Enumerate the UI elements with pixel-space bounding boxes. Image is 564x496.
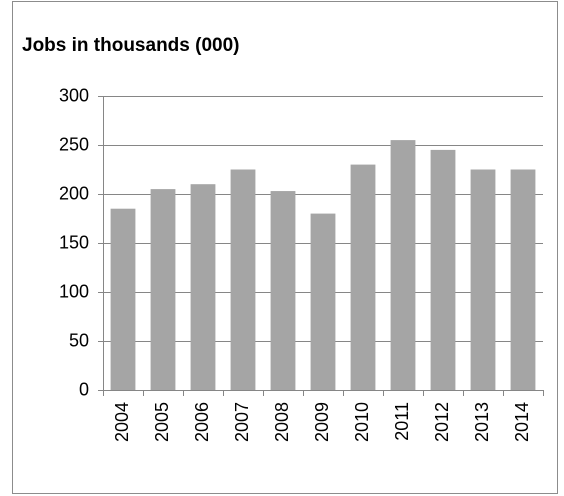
y-tick-label: 0 [79, 379, 89, 399]
x-tick-label: 2005 [152, 402, 172, 442]
bar [110, 208, 136, 390]
bar [230, 169, 256, 390]
bar [310, 213, 336, 390]
bar [470, 169, 496, 390]
bar [430, 149, 456, 390]
x-tick-label: 2012 [432, 402, 452, 442]
x-tick-label: 2014 [512, 402, 532, 442]
x-tick-label: 2008 [272, 402, 292, 442]
y-tick-label: 300 [59, 85, 89, 105]
chart-title: Jobs in thousands (000) [22, 35, 239, 56]
y-tick-label: 200 [59, 183, 89, 203]
x-tick-label: 2011 [392, 402, 412, 441]
bar [190, 184, 216, 390]
y-tick-label: 250 [59, 134, 89, 154]
y-tick-label: 50 [69, 330, 89, 350]
x-tick-label: 2004 [112, 402, 132, 442]
x-tick-label: 2006 [192, 402, 212, 442]
bar [390, 140, 416, 390]
x-tick-label: 2013 [472, 402, 492, 442]
bar [510, 169, 536, 390]
bar [350, 164, 376, 390]
bar [150, 189, 176, 390]
x-tick-label: 2007 [232, 402, 252, 442]
x-tick-label: 2010 [352, 402, 372, 442]
bar [270, 191, 296, 390]
y-tick-label: 100 [59, 281, 89, 301]
x-tick-label: 2009 [312, 402, 332, 442]
y-tick-label: 150 [59, 232, 89, 252]
